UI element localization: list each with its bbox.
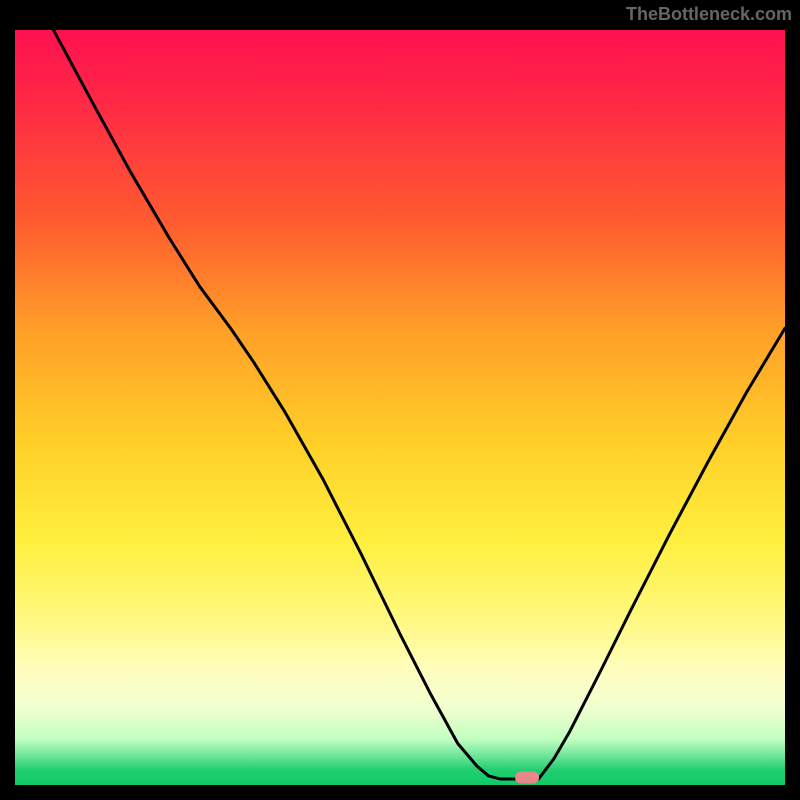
bottleneck-chart (15, 30, 785, 785)
optimal-point-marker (515, 771, 539, 783)
chart-container: TheBottleneck.com (0, 0, 800, 800)
watermark-text: TheBottleneck.com (626, 4, 792, 25)
gradient-background (15, 30, 785, 785)
chart-area (15, 30, 785, 785)
